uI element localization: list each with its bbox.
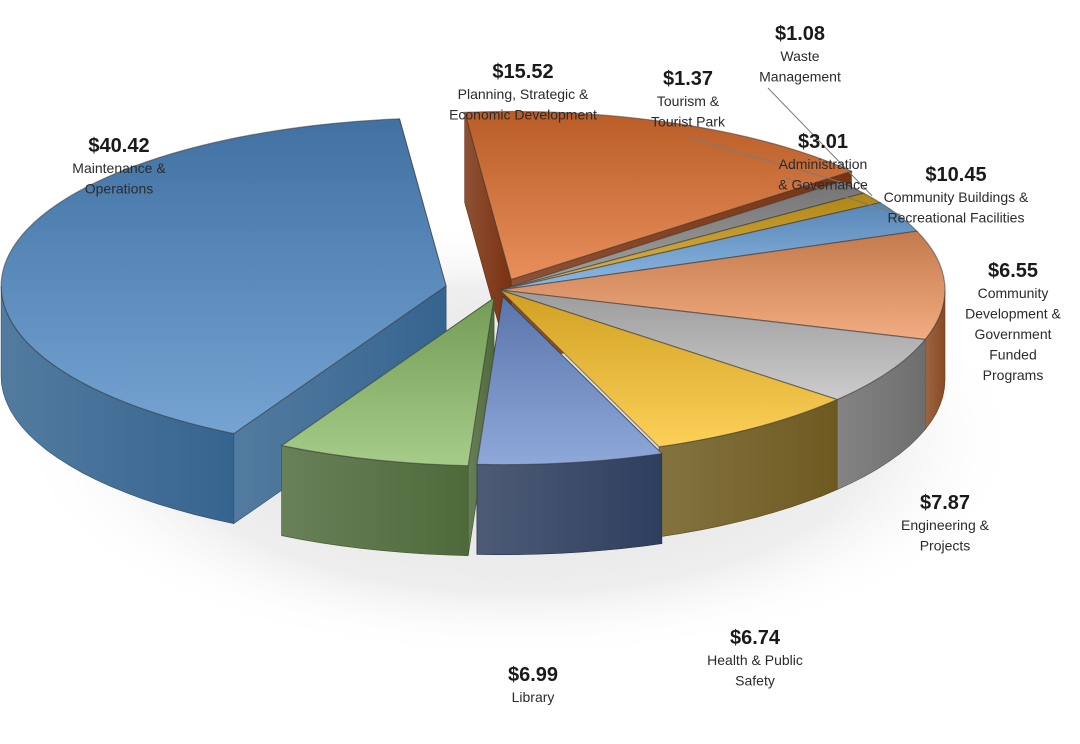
slice-value-label: $15.52 [492,61,553,83]
leader-lines [689,87,901,216]
slice-value-label: $40.42 [88,135,149,157]
pie-slice [499,289,927,401]
slice-value-label: $6.55 [988,260,1038,282]
slice-category-label: Government [974,326,1051,342]
slice-value-label: $6.74 [730,627,781,649]
pie-slice [476,295,664,466]
slice-labels: $15.52 Planning, Strategic & Economic Deve… [72,23,1061,705]
slice-category-label: Programs [983,367,1044,383]
pie-slice [499,289,839,448]
slice-category-label: Tourism & [657,93,720,109]
pie-slice [280,296,495,467]
slice-category-label: Community [978,285,1049,301]
slice-value-label: $6.99 [508,664,558,686]
slice-value-label: $7.87 [920,492,970,514]
slice-value-label: $1.37 [663,68,713,90]
slice-side [476,453,663,556]
slice-category-label: Library [512,689,555,705]
slice-tops [0,110,946,467]
slice-category-label: Maintenance & [72,160,166,176]
slice-category-label: Operations [85,181,153,197]
pie-slice [499,230,946,341]
slice-category-label: Engineering & [901,517,990,533]
pie-slice [0,118,447,435]
slice-category-label: & Governance [778,177,868,193]
leader-line [689,137,853,186]
pie-slice [463,110,854,281]
slice-category-label: Funded [989,347,1036,363]
slice-value-label: $10.45 [925,164,986,186]
slice-category-label: Development & [965,306,1061,322]
slice-category-label: Recreational Facilities [888,210,1025,226]
slice-category-label: Safety [735,673,775,689]
leader-line [785,177,901,216]
slice-category-label: Management [759,69,841,85]
slice-category-label: Waste [780,48,819,64]
slice-category-label: Health & Public [707,652,803,668]
slice-category-label: Tourist Park [651,114,726,130]
slice-category-label: Projects [920,538,971,554]
slice-category-label: Community Buildings & [884,189,1029,205]
slice-category-label: Planning, Strategic & [458,86,589,102]
slice-value-label: $1.08 [775,23,825,45]
leader-line [767,87,873,197]
slice-value-label: $3.01 [798,131,848,153]
slice-category-label: Economic Development [449,107,597,123]
slice-category-label: Administration [779,156,868,172]
